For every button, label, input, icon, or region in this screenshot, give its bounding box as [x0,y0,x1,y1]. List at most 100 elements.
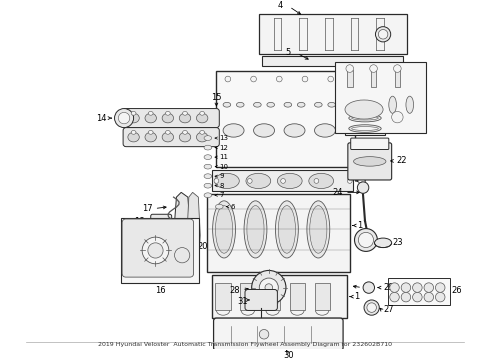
Bar [262,56,403,66]
Circle shape [276,76,282,82]
Ellipse shape [215,173,239,189]
Bar [345,97,385,135]
Ellipse shape [128,132,139,142]
Ellipse shape [131,130,136,134]
Bar [371,69,376,87]
Text: 25: 25 [364,283,374,292]
Text: 29: 29 [383,283,393,292]
Circle shape [302,76,308,82]
FancyBboxPatch shape [122,219,194,277]
Circle shape [214,179,219,183]
Ellipse shape [204,164,212,169]
Bar [265,283,280,310]
Ellipse shape [278,206,295,253]
Circle shape [436,283,445,292]
Ellipse shape [328,102,336,107]
Ellipse shape [128,113,139,123]
Ellipse shape [204,174,212,179]
Bar [347,69,353,87]
Ellipse shape [196,132,208,142]
Ellipse shape [204,183,212,188]
Ellipse shape [204,145,212,150]
Ellipse shape [145,132,156,142]
Ellipse shape [162,132,173,142]
Ellipse shape [354,157,386,166]
Text: 14: 14 [97,113,107,122]
Ellipse shape [162,113,173,123]
Text: 28: 28 [230,286,240,295]
Bar [394,69,400,87]
Circle shape [364,300,379,315]
Bar [207,194,350,273]
Ellipse shape [352,127,378,130]
Circle shape [251,76,256,82]
FancyBboxPatch shape [351,138,389,149]
FancyBboxPatch shape [214,318,343,350]
Ellipse shape [349,125,381,132]
Ellipse shape [148,130,153,134]
Text: 11: 11 [220,154,228,160]
Text: 7: 7 [220,192,224,198]
Ellipse shape [352,116,378,120]
Ellipse shape [297,102,305,107]
Text: 15: 15 [211,93,221,102]
Bar [212,170,353,192]
Bar [315,283,330,310]
Ellipse shape [213,201,236,258]
Ellipse shape [200,111,204,115]
Bar [290,283,305,310]
Ellipse shape [204,193,212,198]
Ellipse shape [216,204,223,209]
Circle shape [259,278,278,297]
Circle shape [375,27,391,42]
Ellipse shape [246,173,270,189]
Text: 12: 12 [220,145,228,150]
Circle shape [413,283,422,292]
Ellipse shape [345,100,383,119]
Text: 19: 19 [133,238,143,247]
Ellipse shape [131,111,136,115]
Circle shape [142,237,169,264]
Text: 1: 1 [357,221,363,230]
Ellipse shape [237,102,244,107]
Circle shape [119,112,130,124]
Text: 2019 Hyundai Veloster  Automatic Transmission Flywheel Assembly Diagram for 2326: 2019 Hyundai Veloster Automatic Transmis… [98,342,392,347]
Ellipse shape [389,96,396,113]
Circle shape [393,65,401,72]
Ellipse shape [253,124,274,137]
Text: 17: 17 [142,204,152,213]
Ellipse shape [148,111,153,115]
Ellipse shape [166,130,170,134]
Circle shape [370,65,377,72]
Ellipse shape [349,104,381,111]
Text: 23: 23 [392,238,403,247]
Ellipse shape [216,206,233,253]
Ellipse shape [145,113,156,123]
Circle shape [328,76,334,82]
Ellipse shape [204,155,212,159]
Ellipse shape [244,201,267,258]
Circle shape [225,76,231,82]
Circle shape [413,292,422,302]
Circle shape [174,248,190,263]
FancyBboxPatch shape [151,214,171,251]
Bar [259,14,407,54]
Text: 22: 22 [396,157,407,166]
Circle shape [390,283,399,292]
Text: 21: 21 [391,112,401,121]
Ellipse shape [200,130,204,134]
Text: 16: 16 [155,286,166,295]
Ellipse shape [277,173,302,189]
Text: 5: 5 [285,48,291,57]
FancyBboxPatch shape [245,289,277,310]
Circle shape [424,283,434,292]
Bar [156,228,170,247]
Circle shape [357,182,369,193]
Circle shape [401,292,411,302]
Circle shape [390,292,399,302]
Text: 26: 26 [452,286,462,295]
Ellipse shape [315,124,336,137]
Bar [240,283,255,310]
Bar [121,218,199,283]
Circle shape [314,179,319,183]
